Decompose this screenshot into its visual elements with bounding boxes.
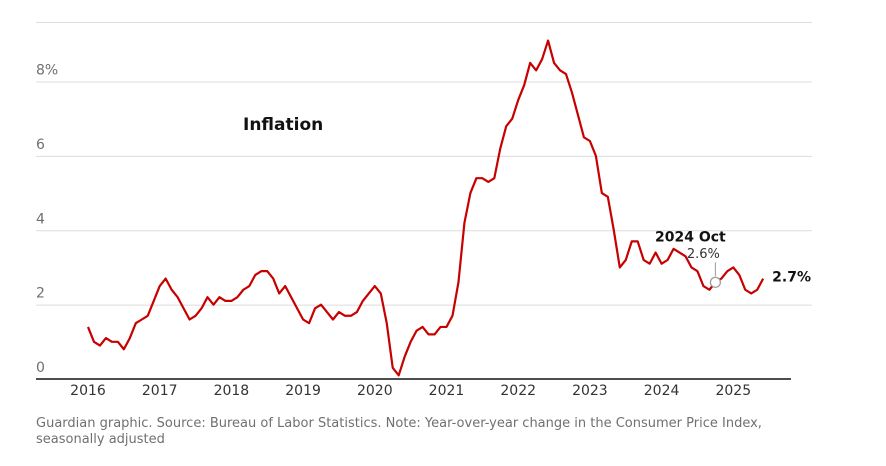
x-tick-label: 2021 — [429, 383, 465, 399]
highlight-point — [709, 276, 721, 288]
y-tick-label: 8% — [36, 63, 58, 79]
y-tick-label: 6 — [36, 137, 45, 153]
y-tick-label: 0 — [36, 360, 45, 376]
x-tick-label: 2024 — [644, 383, 680, 399]
x-tick-label: 2017 — [142, 383, 178, 399]
annotation: 2024 Oct — [655, 229, 726, 245]
x-tick-label: 2025 — [715, 383, 751, 399]
x-tick-label: 2019 — [285, 383, 321, 399]
caption: Guardian graphic. Source: Bureau of Labo… — [36, 416, 762, 447]
line — [86, 39, 765, 377]
y-tick-label: 2 — [36, 286, 45, 302]
x-tick-label: 2016 — [70, 383, 106, 399]
chart: Inflation 0 2 4 6 8% 2016 2017 2018 2019 2020 2021… — [36, 22, 812, 399]
value-label: 2.6% — [687, 247, 720, 262]
x-tick-label: 2023 — [572, 383, 608, 399]
x-tick-label: 2020 — [357, 383, 393, 399]
x-tick-label: 2018 — [214, 383, 250, 399]
value-label: 2.7% — [772, 270, 811, 286]
x-tick-label: 2022 — [500, 383, 536, 399]
y-tick-label: 4 — [36, 211, 45, 227]
chart-title: Inflation — [243, 115, 323, 135]
